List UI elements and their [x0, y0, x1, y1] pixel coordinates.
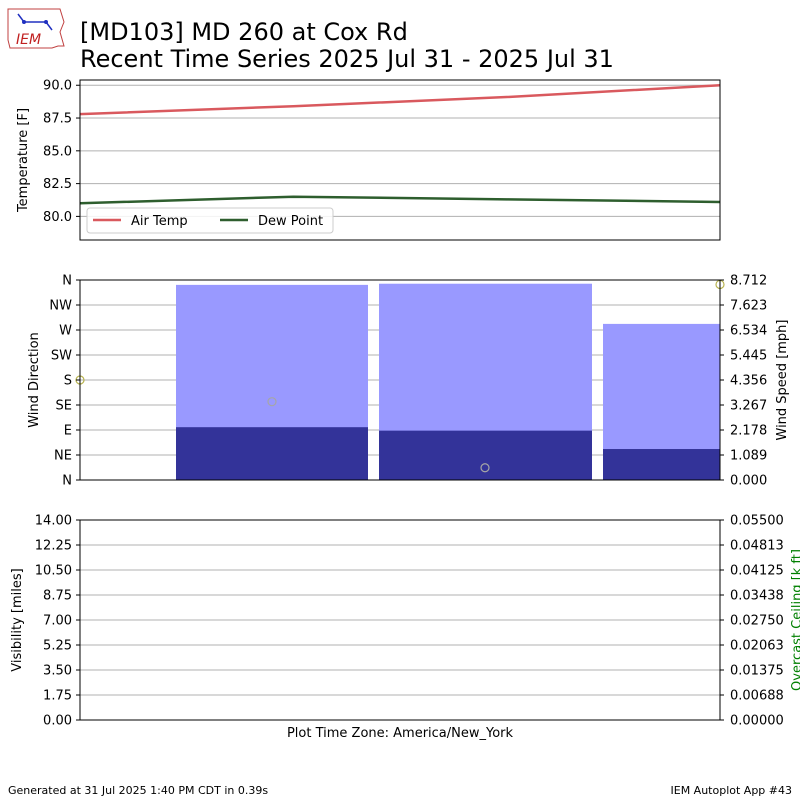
- wind-direction-tick-label: E: [64, 424, 72, 439]
- wind-speed-tick-label: 1.089: [730, 449, 767, 464]
- chart-title: [MD103] MD 260 at Cox Rd: [80, 18, 408, 46]
- visibility-tick-label: 0.00: [43, 714, 72, 729]
- visibility-tick-label: 5.25: [43, 639, 72, 654]
- ceiling-axis-label: Overcast Ceiling [k ft]: [790, 549, 800, 691]
- temperature-axis-label: Temperature [F]: [16, 108, 31, 213]
- ceiling-tick-label: 0.02750: [730, 614, 784, 629]
- wind-speed-tick-label: 3.267: [730, 399, 767, 414]
- visibility-tick-label: 14.00: [35, 514, 72, 529]
- visibility-tick-label: 3.50: [43, 664, 72, 679]
- wind-direction-axis-label: Wind Direction: [27, 332, 42, 428]
- wind-speed-tick-label: 6.534: [730, 324, 767, 339]
- temperature-axes-frame: [79, 79, 721, 241]
- visibility-tick-label: 12.25: [35, 539, 72, 554]
- visibility-tick-label: 8.75: [43, 589, 72, 604]
- wind-direction-tick-label: S: [64, 374, 72, 389]
- ceiling-tick-label: 0.04125: [730, 564, 784, 579]
- wind-direction-marker: [480, 463, 490, 473]
- visibility-tick-label: 7.00: [43, 614, 72, 629]
- chart-subtitle: Recent Time Series 2025 Jul 31 - 2025 Ju…: [80, 45, 614, 73]
- air-temp-line: [79, 83, 721, 116]
- wind-direction-tick-label: W: [59, 324, 72, 339]
- wind-direction-tick-label: N: [62, 474, 72, 489]
- generated-footer: Generated at 31 Jul 2025 1:40 PM CDT in …: [8, 784, 268, 797]
- wind-speed-axis-label: Wind Speed [mph]: [775, 320, 790, 441]
- temperature-tick-label: 82.5: [43, 177, 72, 192]
- temperature-panel: 80.0 82.5 85.0 87.5 90.0 Temperature [F] Air…: [16, 79, 721, 241]
- temperature-legend: Air Temp Dew Point: [86, 207, 334, 234]
- visibility-panel: 0.00 0.00000 1.75 0.00688 3.50 0.01375 5.25 0.0…: [10, 514, 800, 742]
- ceiling-tick-label: 0.00000: [730, 714, 784, 729]
- wind-speed-bar: [379, 430, 592, 480]
- wind-direction-tick-label: NE: [54, 449, 72, 464]
- visibility-axis-label: Visibility [miles]: [10, 568, 25, 671]
- legend-air-temp-label: Air Temp: [131, 214, 188, 229]
- wind-speed-tick-label: 7.623: [730, 299, 767, 314]
- visibility-tick-label: 10.50: [35, 564, 72, 579]
- wind-direction-tick-label: SE: [56, 399, 72, 414]
- ceiling-tick-label: 0.03438: [730, 589, 784, 604]
- wind-speed-tick-label: 5.445: [730, 349, 767, 364]
- wind-speed-tick-label: 2.178: [730, 424, 767, 439]
- wind-speed-tick-label: 0.000: [730, 474, 767, 489]
- ceiling-tick-label: 0.04813: [730, 539, 784, 554]
- temperature-tick-label: 80.0: [43, 210, 72, 225]
- wind-direction-marker: [267, 397, 277, 407]
- wind-direction-tick-label: N: [62, 274, 72, 289]
- iem-logo: IEM: [7, 8, 65, 49]
- temperature-tick-label: 85.0: [43, 144, 72, 159]
- wind-panel: N 0.000 NE 1.089 E 2.178 SE 3.267 S 4.356 SW 5.445 W…: [27, 274, 790, 489]
- logo-text: IEM: [16, 32, 41, 48]
- legend-dew-point-label: Dew Point: [258, 214, 323, 229]
- wind-speed-bar: [603, 449, 720, 480]
- visibility-tick-label: 1.75: [43, 689, 72, 704]
- app-footer: IEM Autoplot App #43: [671, 784, 793, 797]
- wind-speed-tick-label: 8.712: [730, 274, 767, 289]
- wind-speed-bar: [176, 427, 368, 480]
- temperature-tick-label: 87.5: [43, 112, 72, 127]
- time-zone-label: Plot Time Zone: America/New_York: [287, 726, 514, 741]
- ceiling-tick-label: 0.05500: [730, 514, 784, 529]
- temperature-tick-label: 90.0: [43, 79, 72, 94]
- ceiling-tick-label: 0.00688: [730, 689, 784, 704]
- wind-direction-tick-label: SW: [51, 349, 72, 364]
- ceiling-tick-label: 0.02063: [730, 639, 784, 654]
- wind-speed-tick-label: 4.356: [730, 374, 767, 389]
- ceiling-tick-label: 0.01375: [730, 664, 784, 679]
- wind-direction-tick-label: NW: [49, 299, 72, 314]
- dew-point-line: [79, 195, 721, 205]
